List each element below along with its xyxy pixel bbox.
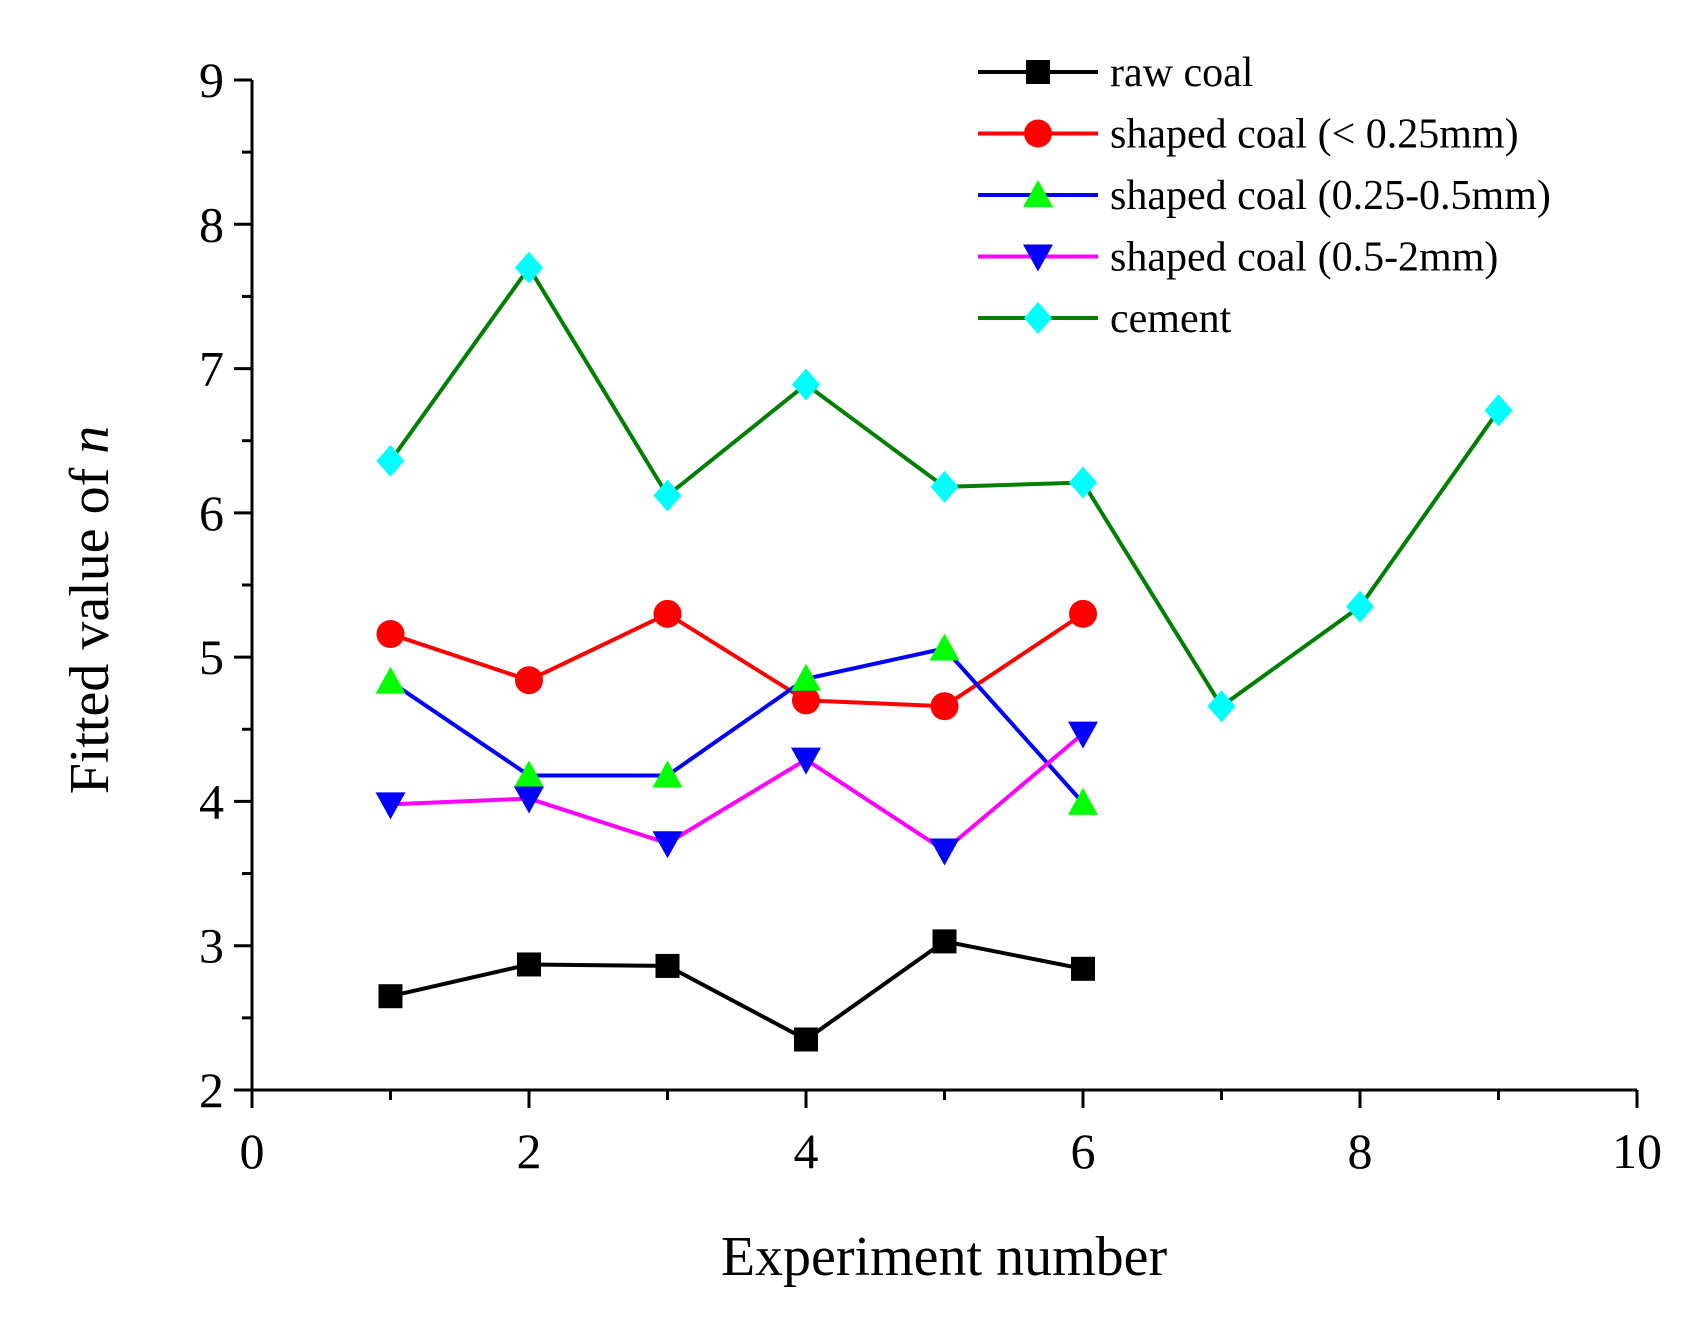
- data-point: [515, 251, 543, 284]
- series-4: [376, 251, 1513, 723]
- data-point: [375, 666, 406, 694]
- data-point: [1484, 394, 1513, 427]
- data-point: [929, 838, 960, 866]
- series-3: [375, 721, 1098, 866]
- series-1: [376, 599, 1097, 721]
- legend-marker: [1026, 60, 1050, 84]
- data-point: [1069, 599, 1097, 628]
- data-point: [375, 792, 406, 820]
- data-point: [791, 663, 821, 691]
- y-tick-label: 4: [199, 773, 224, 829]
- y-tick-label: 7: [199, 341, 224, 397]
- data-point: [515, 666, 543, 695]
- legend-marker: [1024, 119, 1052, 148]
- data-point: [514, 786, 544, 814]
- legend-item: shaped coal (0.25-0.5mm): [978, 173, 1551, 219]
- y-tick-label: 8: [199, 196, 224, 252]
- data-point: [1346, 590, 1374, 623]
- y-axis-title-var: n: [59, 426, 121, 454]
- y-tick-label: 2: [199, 1062, 224, 1118]
- data-point: [794, 1027, 818, 1052]
- legend-item: raw coal: [978, 50, 1253, 96]
- x-tick-label: 2: [517, 1123, 542, 1179]
- x-axis-title: Experiment number: [721, 1226, 1168, 1288]
- data-point: [792, 686, 820, 715]
- x-tick-label: 10: [1612, 1123, 1662, 1179]
- legend-label: shaped coal (0.25-0.5mm): [1110, 173, 1551, 219]
- legend-marker: [1024, 302, 1052, 334]
- data-point: [792, 368, 820, 401]
- data-point: [1069, 466, 1097, 499]
- data-point: [1068, 721, 1098, 749]
- series-0: [378, 929, 1095, 1052]
- series-line: [390, 732, 1085, 853]
- x-tick-label: 0: [240, 1123, 265, 1179]
- series-line: [389, 646, 1085, 805]
- legend-item: shaped coal (< 0.25mm): [978, 112, 1519, 158]
- data-point: [930, 470, 959, 503]
- data-point: [655, 953, 680, 978]
- series-line: [389, 611, 1085, 709]
- legend-marker: [1023, 180, 1053, 207]
- series-line: [390, 939, 1084, 1042]
- legend-item: cement: [978, 296, 1232, 342]
- legend-label: cement: [1110, 296, 1232, 342]
- data-point: [653, 599, 682, 628]
- data-point: [1068, 787, 1098, 815]
- data-point: [653, 479, 682, 512]
- data-point: [932, 929, 957, 954]
- data-point: [930, 692, 959, 721]
- data-point: [929, 633, 960, 661]
- data-point: [517, 952, 541, 977]
- y-tick-label: 3: [199, 918, 224, 974]
- legend: raw coal shaped coal (< 0.25mm) shaped coa…: [978, 50, 1551, 342]
- x-tick-label: 4: [794, 1123, 819, 1179]
- y-tick-label: 5: [199, 629, 224, 685]
- data-point: [652, 760, 683, 788]
- series-layer: [375, 251, 1513, 1052]
- data-point: [1071, 956, 1095, 981]
- y-axis-title: Fitted value of n: [59, 426, 121, 795]
- legend-label: shaped coal (< 0.25mm): [1110, 112, 1519, 158]
- data-point: [652, 831, 683, 859]
- y-tick-label: 9: [199, 52, 224, 108]
- y-axis-title-text: Fitted value of: [59, 454, 121, 795]
- legend-label: shaped coal (0.5-2mm): [1110, 235, 1498, 281]
- x-tick-label: 8: [1348, 1123, 1373, 1179]
- data-point: [376, 444, 405, 477]
- legend-label: raw coal: [1110, 50, 1253, 96]
- data-point: [1207, 690, 1236, 723]
- legend-marker: [1023, 244, 1053, 272]
- legend-item: shaped coal (0.5-2mm): [978, 235, 1498, 281]
- data-point: [376, 620, 405, 649]
- series-2: [375, 633, 1098, 815]
- data-point: [791, 747, 821, 775]
- data-point: [514, 760, 544, 788]
- y-tick-label: 6: [199, 485, 224, 541]
- x-tick-label: 6: [1071, 1123, 1096, 1179]
- data-point: [378, 984, 403, 1009]
